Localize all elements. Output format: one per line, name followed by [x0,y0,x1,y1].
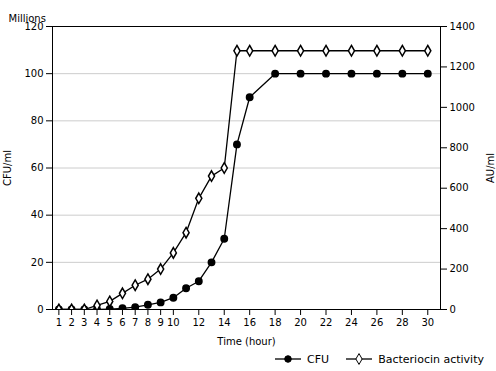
svg-text:28: 28 [396,317,409,328]
svg-text:80: 80 [31,115,44,126]
svg-text:6: 6 [119,317,125,328]
svg-text:AU/ml: AU/ml [485,153,496,183]
svg-text:Millions: Millions [9,13,46,24]
svg-text:1000: 1000 [450,102,475,113]
svg-text:400: 400 [450,223,469,234]
svg-text:3: 3 [81,317,87,328]
svg-text:26: 26 [371,317,384,328]
svg-text:5: 5 [107,317,113,328]
svg-text:100: 100 [24,68,43,79]
svg-text:9: 9 [157,317,163,328]
html-text:Bacteriocin activity: Bacteriocin activity [378,352,484,366]
svg-text:20: 20 [31,257,44,268]
svg-text:24: 24 [345,317,358,328]
svg-text:20: 20 [294,317,307,328]
svg-text:12: 12 [192,317,205,328]
svg-text:1400: 1400 [450,21,475,32]
svg-text:22: 22 [320,317,333,328]
svg-text:600: 600 [450,182,469,193]
svg-text:8: 8 [145,317,151,328]
svg-text:0: 0 [37,304,43,315]
svg-text:30: 30 [421,317,434,328]
svg-text:14: 14 [218,317,231,328]
svg-text:2: 2 [68,317,74,328]
svg-text:120: 120 [24,20,44,32]
svg-text:800: 800 [450,142,469,153]
svg-text:40: 40 [31,209,44,220]
svg-text:18: 18 [269,317,282,328]
svg-text:10: 10 [167,317,180,328]
html-text:CFU: CFU [307,352,330,366]
svg-text:60: 60 [31,162,44,173]
svg-text:7: 7 [132,317,138,328]
svg-text:200: 200 [450,263,469,274]
svg-text:4: 4 [94,317,100,328]
svg-text:1200: 1200 [450,61,475,72]
svg-text:1: 1 [56,317,62,328]
svg-text:CFU/ml: CFU/ml [2,150,13,186]
svg-text:0: 0 [450,304,456,315]
svg-text:16: 16 [243,317,256,328]
svg-text:Time (hour): Time (hour) [216,336,275,347]
